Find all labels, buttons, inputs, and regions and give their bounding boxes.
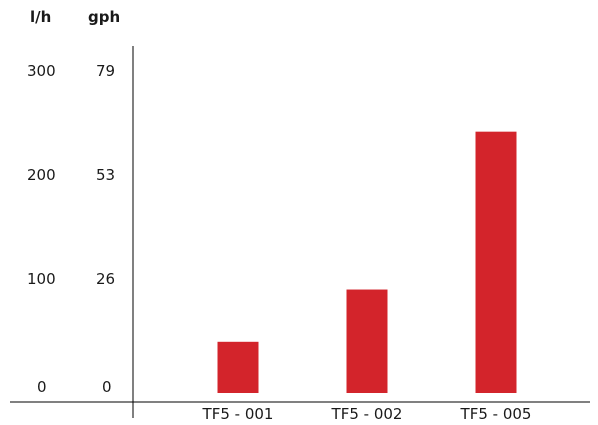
bars-group xyxy=(217,131,517,393)
x-tick-label-tf5-002: TF5 - 002 xyxy=(331,405,403,423)
y-tick-lh-0: 0 xyxy=(37,378,47,396)
unit-label-gph: gph xyxy=(88,8,121,26)
y-tick-lh-100: 100 xyxy=(27,270,56,288)
y-tick-gph-0: 0 xyxy=(102,378,112,396)
y-tick-gph-26: 26 xyxy=(96,270,116,288)
y-tick-lh-300: 300 xyxy=(27,62,56,80)
y-tick-gph-79: 79 xyxy=(96,62,116,80)
y-tick-lh-200: 200 xyxy=(27,166,56,184)
x-tick-label-tf5-001: TF5 - 001 xyxy=(202,405,274,423)
x-tick-label-tf5-005: TF5 - 005 xyxy=(460,405,532,423)
y-tick-gph-53: 53 xyxy=(96,166,116,184)
unit-label-lh: l/h xyxy=(30,8,52,26)
bar-tf5-001 xyxy=(217,341,259,393)
bar-tf5-002 xyxy=(346,289,388,393)
bar-tf5-005 xyxy=(475,131,517,393)
